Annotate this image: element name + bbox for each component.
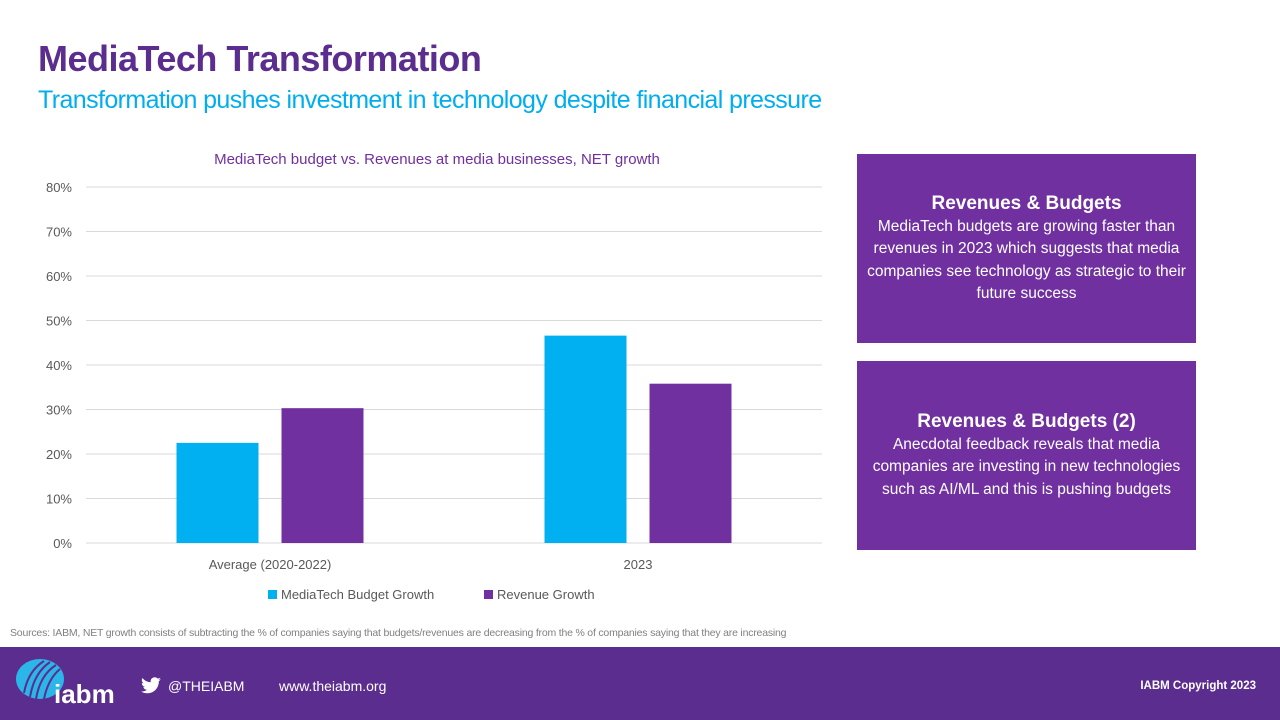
bar-mediatech-budget-growth-1: [544, 335, 627, 543]
y-tick-label: 40%: [46, 358, 72, 373]
website-link[interactable]: www.theiabm.org: [279, 678, 387, 694]
bar-revenue-growth-1: [649, 383, 732, 543]
legend-swatch: [268, 590, 277, 599]
footer-bar: iabm @THEIABM www.theiabm.org IABM Copyr…: [0, 647, 1280, 720]
callout-heading: Revenues & Budgets: [931, 192, 1122, 214]
legend: MediaTech Budget Growth Revenue Growth: [268, 587, 595, 602]
y-tick-label: 0%: [53, 536, 72, 551]
x-category-label: 2023: [624, 557, 653, 572]
bar-chart: MediaTech budget vs. Revenues at media b…: [46, 151, 822, 602]
x-category-label: Average (2020-2022): [209, 557, 332, 572]
twitter-handle-link[interactable]: @THEIABM: [168, 678, 245, 694]
legend-label: MediaTech Budget Growth: [281, 587, 434, 602]
callout-body: MediaTech budgets are growing faster tha…: [867, 217, 1186, 303]
y-tick-label: 50%: [46, 314, 72, 329]
bar-revenue-growth-0: [281, 408, 364, 543]
y-tick-label: 10%: [46, 492, 72, 507]
y-tick-label: 20%: [46, 447, 72, 462]
callout-revenues-budgets-2: Revenues & Budgets (2) Anecdotal feedbac…: [857, 361, 1196, 550]
y-axis-ticks: 0% 10% 20% 30% 40% 50% 60% 70% 80%: [46, 180, 72, 551]
y-tick-label: 70%: [46, 225, 72, 240]
iabm-logo: iabm: [16, 659, 115, 707]
page-subtitle: Transformation pushes investment in tech…: [38, 86, 822, 114]
y-tick-label: 80%: [46, 180, 72, 195]
sources-note: Sources: IABM, NET growth consists of su…: [10, 627, 787, 639]
x-axis-categories: Average (2020-2022) 2023: [209, 557, 653, 572]
legend-label: Revenue Growth: [497, 587, 595, 602]
page-title: MediaTech Transformation: [38, 38, 482, 79]
legend-swatch: [484, 590, 493, 599]
y-tick-label: 60%: [46, 269, 72, 284]
bars: [176, 335, 732, 543]
logo-text: iabm: [54, 679, 115, 707]
bar-mediatech-budget-growth-0: [176, 442, 259, 543]
y-tick-label: 30%: [46, 403, 72, 418]
callout-revenues-budgets: Revenues & Budgets MediaTech budgets are…: [857, 154, 1196, 343]
copyright-text: IABM Copyright 2023: [1140, 680, 1256, 692]
callout-heading: Revenues & Budgets (2): [917, 410, 1136, 432]
twitter-icon: [141, 677, 161, 694]
callout-body: Anecdotal feedback reveals that media co…: [872, 435, 1181, 498]
chart-title: MediaTech budget vs. Revenues at media b…: [214, 151, 660, 168]
